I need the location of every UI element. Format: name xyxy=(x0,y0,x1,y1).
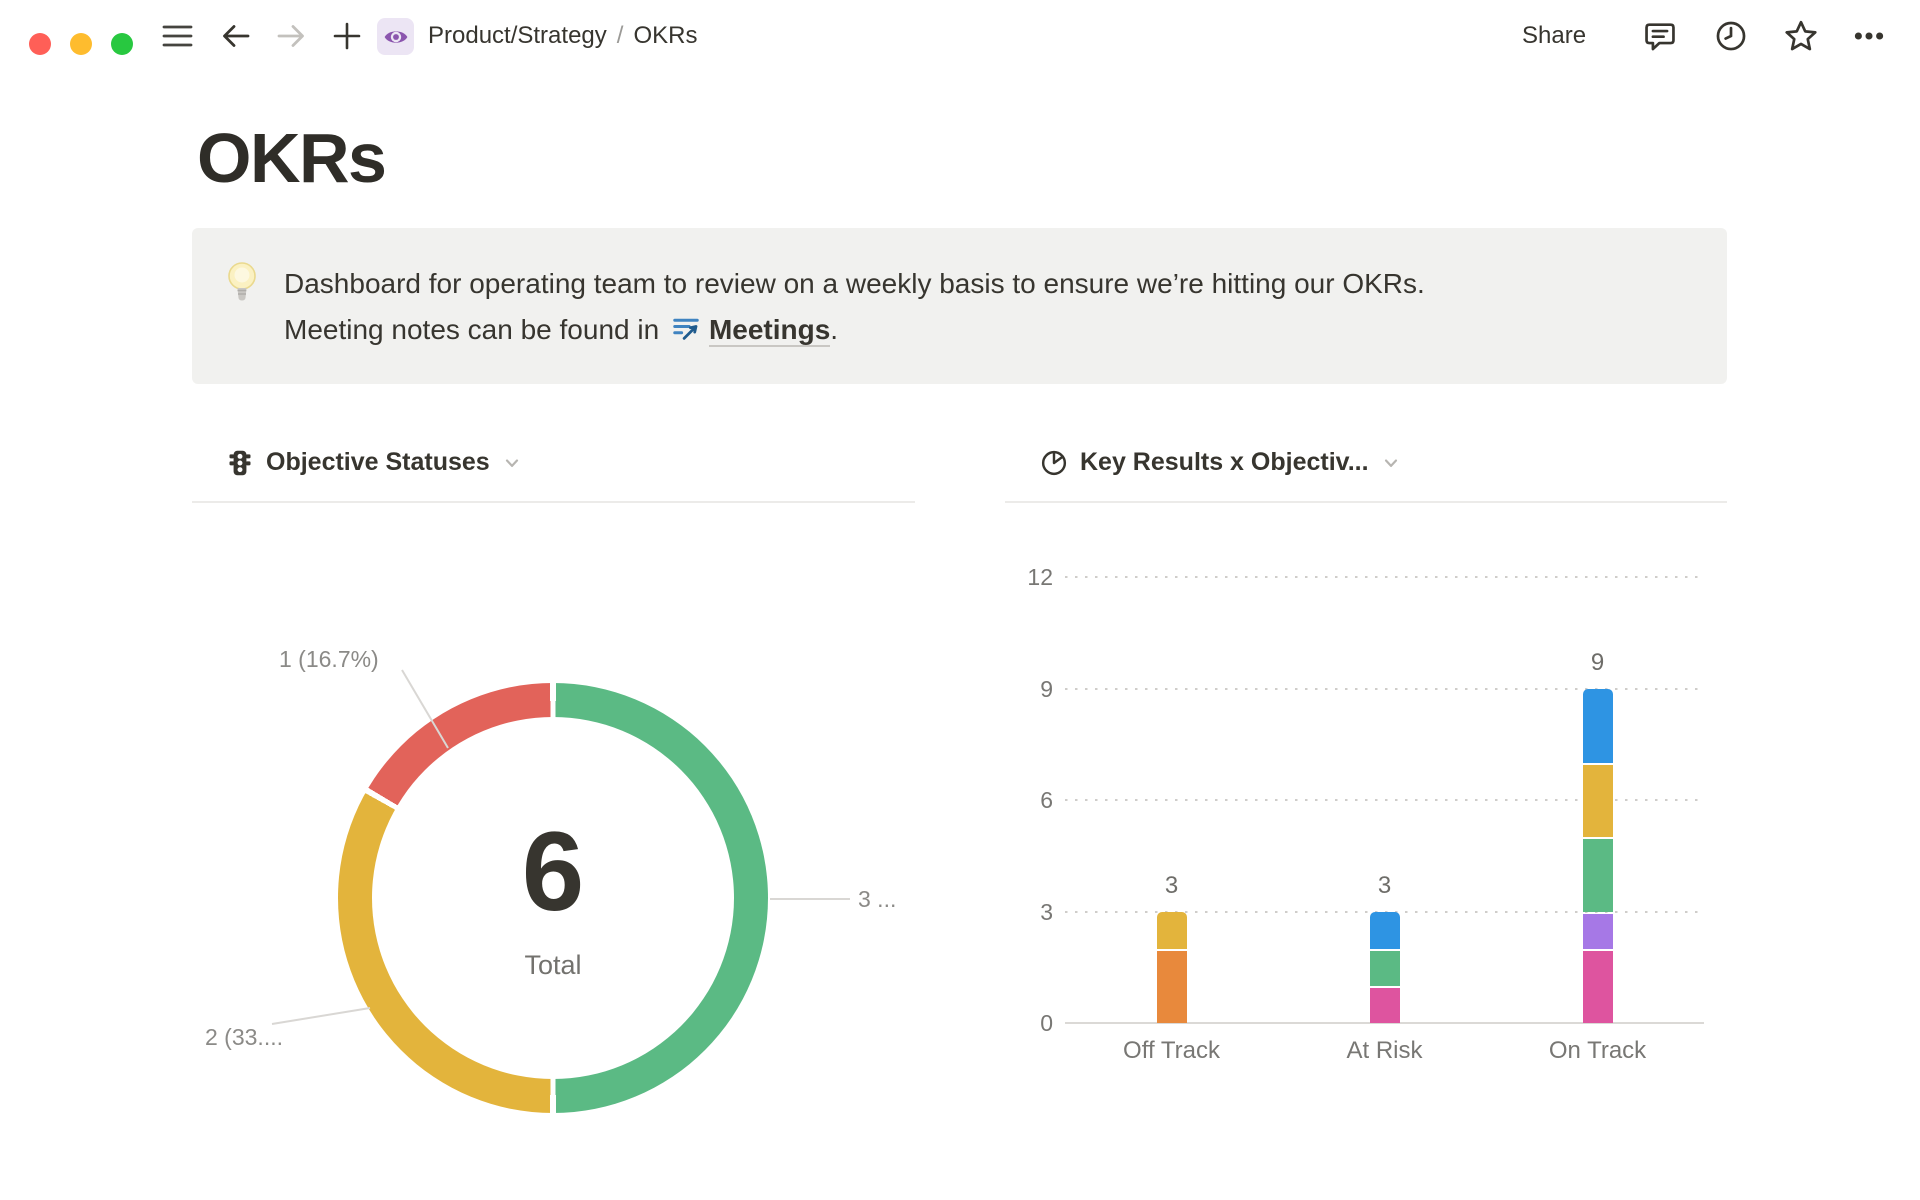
pie-chart-icon xyxy=(1041,450,1067,475)
eye-icon xyxy=(384,30,407,43)
window-titlebar: Product/Strategy / OKRs Share xyxy=(0,0,1920,72)
traffic-light-minimize[interactable] xyxy=(70,33,92,55)
donut-chart-title: Objective Statuses xyxy=(266,448,490,476)
meetings-page-icon xyxy=(671,312,701,358)
gridline xyxy=(1065,910,1704,913)
x-category-label: At Risk xyxy=(1346,1037,1423,1064)
bar-segment-purple xyxy=(1582,913,1613,949)
chevron-down-icon xyxy=(505,458,518,467)
stacked-bar-off-track xyxy=(1156,911,1187,1023)
bar-chart-header[interactable]: Key Results x Objectiv... xyxy=(1040,448,1401,477)
y-tick-label: 12 xyxy=(1027,564,1053,590)
donut-chart xyxy=(338,683,768,1113)
star-icon xyxy=(1785,20,1817,51)
bar-segment-yellow xyxy=(1156,911,1187,949)
gridline xyxy=(1065,799,1704,801)
plus-icon xyxy=(333,22,361,50)
share-button[interactable]: Share xyxy=(1522,22,1587,49)
bar-total-label: 3 xyxy=(1164,871,1179,899)
bar-segment-blue xyxy=(1369,911,1400,949)
y-tick-label: 9 xyxy=(1040,675,1053,702)
bar-plot-area: 3 Off Track 3 At Risk 9 On Track xyxy=(1065,576,1704,1064)
bar-total-label: 9 xyxy=(1590,648,1605,676)
forward-button[interactable] xyxy=(273,0,309,72)
bar-total-label: 3 xyxy=(1377,871,1392,899)
breadcrumb-current[interactable]: OKRs xyxy=(633,22,698,49)
donut-label-off-track: 1 (16.7%) xyxy=(279,646,379,672)
y-tick-label: 0 xyxy=(1040,1010,1053,1036)
donut-chart-header[interactable]: Objective Statuses xyxy=(226,448,522,477)
more-options-button[interactable] xyxy=(1849,0,1889,72)
bar-segment-green xyxy=(1582,839,1613,912)
donut-total-value: 6 xyxy=(521,808,585,934)
chevron-down-icon xyxy=(1384,458,1397,467)
bar-segment-pink xyxy=(1369,987,1400,1023)
y-tick-label: 3 xyxy=(1040,898,1053,925)
traffic-light-icon xyxy=(229,450,251,475)
bar-segment-yellow xyxy=(1582,764,1613,838)
page-icon-eye[interactable] xyxy=(377,18,414,55)
callout-text: Dashboard for operating team to review o… xyxy=(284,261,1425,358)
traffic-light-zoom[interactable] xyxy=(111,33,133,55)
callout-line1: Dashboard for operating team to review o… xyxy=(284,268,1425,299)
bar-segment-pink xyxy=(1582,950,1613,1023)
traffic-light-close[interactable] xyxy=(29,33,51,55)
x-category-label: Off Track xyxy=(1123,1037,1220,1064)
donut-label-at-risk: 2 (33.... xyxy=(205,1024,283,1050)
y-tick-label: 6 xyxy=(1040,787,1053,813)
updates-button[interactable] xyxy=(1711,0,1751,72)
arrow-right-icon xyxy=(277,25,304,47)
x-category-label: On Track xyxy=(1548,1037,1647,1064)
callout-block: Dashboard for operating team to review o… xyxy=(192,228,1727,384)
hamburger-icon xyxy=(162,25,192,47)
stacked-bar-chart: 0 3 6 9 12 3 Off Track 3 At Risk 9 On Track xyxy=(997,564,1707,1117)
donut-label-on-track: 3 ... xyxy=(858,886,897,912)
comments-button[interactable] xyxy=(1640,0,1680,72)
x-axis-line xyxy=(1065,1022,1704,1024)
divider xyxy=(192,501,915,503)
y-axis: 0 3 6 9 12 xyxy=(997,564,1053,1036)
comment-icon xyxy=(1645,23,1675,51)
ellipsis-icon xyxy=(1854,32,1884,40)
stacked-bar-on-track xyxy=(1582,688,1613,1023)
donut-center: 6 Total xyxy=(338,683,768,1113)
lightbulb-icon xyxy=(226,260,258,311)
breadcrumb-parent[interactable]: Product/Strategy xyxy=(428,22,607,49)
gridline xyxy=(1065,687,1704,690)
sidebar-menu-button[interactable] xyxy=(158,0,196,72)
bar-segment-green xyxy=(1369,950,1400,986)
back-button[interactable] xyxy=(218,0,254,72)
stacked-bar-at-risk xyxy=(1369,911,1400,1023)
bar-chart-title: Key Results x Objectiv... xyxy=(1080,448,1369,476)
gridline xyxy=(1065,576,1704,578)
bar-segment-orange xyxy=(1156,950,1187,1023)
page-title: OKRs xyxy=(197,119,387,197)
bar-segment-blue xyxy=(1582,688,1613,763)
new-page-button[interactable] xyxy=(329,0,365,72)
breadcrumb-separator: / xyxy=(616,22,624,49)
divider xyxy=(1005,501,1727,503)
arrow-left-icon xyxy=(223,25,250,47)
clock-icon xyxy=(1716,21,1746,51)
meetings-link[interactable]: Meetings xyxy=(708,314,831,347)
callout-line2: Meeting notes can be found in Meetings. xyxy=(284,307,1425,358)
breadcrumb: Product/Strategy / OKRs xyxy=(428,0,697,72)
donut-total-label: Total xyxy=(524,949,582,980)
favorite-button[interactable] xyxy=(1781,0,1821,72)
